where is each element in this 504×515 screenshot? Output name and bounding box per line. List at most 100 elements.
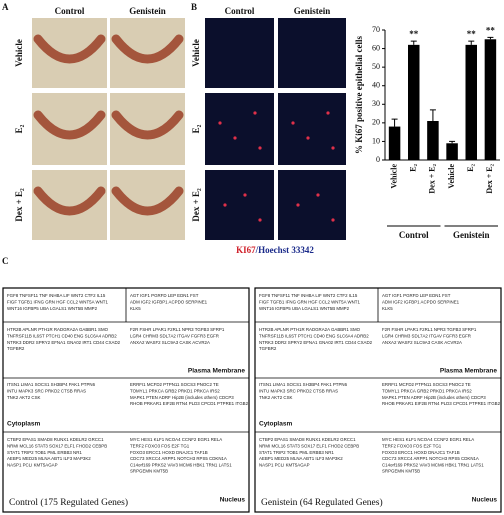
row-label: E₂	[14, 124, 24, 133]
panel-letter: A	[2, 2, 9, 12]
ki67-spot	[223, 203, 227, 207]
gene-list: FOXO3 ERCC1 HOXD DNAJC1 TAF1B	[382, 450, 460, 455]
section-label: Cytoplasm	[7, 421, 40, 428]
uterus	[33, 34, 106, 64]
gene-list: CTBP2 EPAS1 SMAD8 RUNX1 KDELR2 GRCC1	[7, 437, 104, 442]
error-bar	[410, 40, 417, 45]
error-bar	[429, 109, 436, 121]
y-tick-label: 0	[376, 155, 380, 164]
gene-list: MAPK1 PTEN ADRF Hip2B (includes others) …	[130, 395, 234, 400]
gene-list: WNT16 IGFBP5 UBA LGALS1 WNT5B MMP2	[7, 306, 98, 311]
gene-list: ANXA2 WASF2 SLC9A3 CASK ACVR2A	[382, 340, 462, 345]
uterus	[111, 186, 184, 216]
y-tick-label: 60	[372, 43, 380, 52]
ki67-spot	[326, 111, 330, 115]
x-tick-label: Dex + E₂	[428, 163, 437, 193]
y-axis-label: % Ki67 positive epithelial cells	[354, 36, 364, 154]
photo	[110, 93, 185, 165]
gene-list: RHOB PRKAR1 EIF2B RTN4 PLD3 CPCD1 PTPRE1…	[130, 401, 249, 406]
gene-list: ERRFI1 MCFD2 PTPN11 SOCS3 PNOC2 TE	[130, 382, 219, 387]
row-label: Vehicle	[14, 39, 24, 67]
gene-list: CDC73 XRCC4 ARPP1 NOTCH3 RPS5 CDKN1A	[382, 456, 479, 461]
bar	[427, 121, 439, 160]
micrograph	[278, 170, 346, 240]
ki67-spot	[316, 193, 320, 197]
gene-list: ADM IGF2 IGFBP1 ACPDO SERPINE1	[382, 299, 460, 304]
error-bar	[468, 40, 475, 45]
gene-list: ADM IGF2 IGFBP1 ACPDO SERPINE1	[130, 299, 208, 304]
box-title: Control (175 Regulated Genes)	[9, 497, 128, 508]
box-title: Genistein (64 Regulated Genes)	[261, 497, 383, 508]
gene-list: SRPGEMN KMT5B	[130, 469, 168, 474]
photo	[110, 18, 185, 88]
gene-list: CDC73 XRCC4 ARPP1 NOTCH3 RPS5 CDKN1A	[130, 456, 227, 461]
stain-label: KI67/Hoechst 33342	[236, 245, 314, 255]
gene-list: LGR4 CHRM3 SDL7A2 ITGAV FGFR3 EGFR	[382, 333, 471, 338]
significance: **	[486, 25, 496, 35]
photo	[110, 170, 185, 240]
gene-list: AGT IGF1 PGRFD LEP EDN1 FST	[130, 293, 199, 298]
gene-list: TNFRSF11B IL6ST PTCH1 CD40 ENG SLC6A4 AD…	[7, 333, 117, 338]
row-label: E₂	[191, 124, 201, 133]
gene-list: TOMYL1 PRKCA GRB2 PRKD1 PRKCA IRS2	[130, 388, 220, 393]
column-label: Control	[55, 6, 85, 16]
x-tick-label: E₂	[466, 163, 475, 171]
y-tick-label: 50	[372, 62, 380, 71]
gene-list: INTU MAPK3 SRC PRKD2 CTSB RRAS	[259, 388, 338, 393]
stain-part: KI67	[236, 245, 256, 255]
gene-list: STAT1 TRIP2 TOB1 PML ERBB3 NR1	[259, 450, 334, 455]
gene-list: TNFRSF11B IL6ST PTCH1 CD40 ENG SLC6A4 AD…	[259, 333, 369, 338]
gene-list: FGF8 TNFSF11 TNF INHBA LIF WNT2 CTF2 IL1…	[7, 293, 106, 298]
row-label: Dex + E₂	[191, 188, 201, 222]
bar	[446, 143, 458, 160]
row-label: Dex + E₂	[14, 188, 24, 222]
gene-list: NRMI MCL16 STAT3 SOX17 ELF1 FHOD2 CEBPB	[259, 443, 359, 448]
section-label: Cytoplasm	[259, 421, 292, 428]
gene-list: C14orf169 PRKS2 VAV3 MCM6 HBK1 TRN1 LATS…	[130, 462, 232, 467]
ki67-spot	[331, 218, 335, 222]
section-label: Nucleus	[472, 497, 498, 504]
ki67-spot	[306, 136, 310, 140]
ki67-spot	[218, 121, 222, 125]
gene-list: AGT IGF1 PGRFD LEP EDN1 FST	[382, 293, 451, 298]
gene-list: FOXO3 ERCC1 HOXD DNAJC1 TAF1B	[130, 450, 208, 455]
x-tick-label: E₂	[409, 163, 418, 171]
section-label: Plasma Membrane	[188, 368, 245, 375]
panel-letter: C	[2, 256, 9, 266]
error-bar	[449, 140, 456, 144]
micrograph	[205, 170, 274, 240]
x-tick-label: Vehicle	[447, 164, 456, 189]
gene-list: MYC HES1 KLF1 NCOA4 CCNF2 EGR1 RELA	[130, 437, 222, 442]
y-tick-label: 70	[372, 25, 380, 34]
gene-list: TNK2 AKT2 CSK	[7, 395, 41, 400]
gene-list: F2R FSHR LPAR1 F2RL1 NPR3 TGFB3 SFRP1	[382, 327, 477, 332]
significance: **	[467, 29, 477, 39]
column-label: Genistein	[129, 6, 166, 16]
gene-list: TGFBR2	[259, 346, 277, 351]
ki67-spot	[291, 121, 295, 125]
gene-list: TERF2 FOXO3 FOS E2F TG1	[382, 443, 442, 448]
gene-list: MYC HES1 KLF1 NCOA4 CCNF2 EGR1 RELA	[382, 437, 474, 442]
micrograph	[205, 18, 274, 88]
micrograph	[278, 18, 346, 88]
gene-list: FIGF TGFB1 IFNG GRN HGF CCL2 WNT5A WNT1	[7, 299, 108, 304]
gene-list: C14orf169 PRKS2 VAV3 MCM6 HBK1 TRN1 LATS…	[382, 462, 484, 467]
group-label: Control	[399, 230, 429, 240]
error-bar	[487, 36, 494, 40]
gene-list: ITSN1 LIMA1 SOCS1 SH3BP4 PAK1 PTPN6	[259, 382, 348, 387]
micrograph	[278, 93, 346, 165]
column-label: Control	[225, 6, 255, 16]
gene-list: HTR2B APLNR PTH1R RADGRA2A GABBR1 SMO	[259, 327, 361, 332]
gene-list: RHOB PRKAR1 EIF2B RTN4 PLD3 CPCD1 PTPRE1…	[382, 401, 501, 406]
gene-list: NTRK3 DDR2 SPRY2 EFNA1 GNA02 IRT1 CD44 C…	[259, 340, 373, 345]
significance: **	[409, 29, 419, 39]
column-label: Genistein	[294, 6, 331, 16]
photo	[32, 170, 107, 240]
ki67-spot	[258, 146, 262, 150]
y-tick-label: 40	[372, 81, 380, 90]
gene-list: TOMYL1 PRKCA GRB2 PRKD1 PRKCA IRS2	[382, 388, 472, 393]
ki67-spot	[243, 193, 247, 197]
row-label: Vehicle	[191, 39, 201, 67]
bar	[484, 39, 497, 160]
